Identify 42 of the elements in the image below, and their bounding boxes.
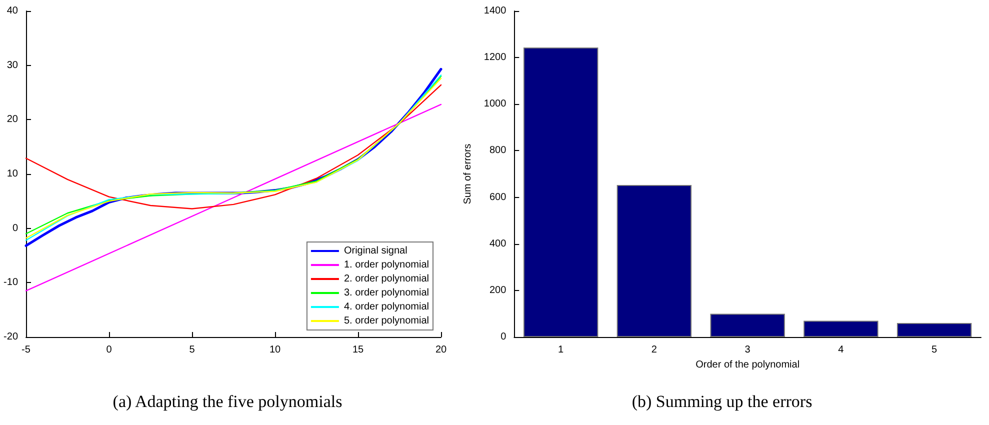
y-tick-label: 10 <box>6 168 18 180</box>
bar <box>896 323 972 337</box>
legend-label: 2. order polynomial <box>344 274 430 284</box>
legend-label: 4. order polynomial <box>344 302 430 312</box>
y-tick-label: 40 <box>6 6 18 16</box>
y-axis-title: Sum of errors <box>462 144 474 204</box>
legend-label: 3. order polynomial <box>344 288 430 298</box>
y-tick-label: 400 <box>489 238 507 250</box>
y-tick-label: 200 <box>489 284 507 296</box>
y-tick-label: 800 <box>489 145 507 156</box>
y-tick-label: 1000 <box>484 98 507 110</box>
bar <box>616 184 692 337</box>
x-tick-label: 20 <box>435 344 447 356</box>
y-tick-label: 1400 <box>484 6 507 16</box>
x-tick-label: 0 <box>106 344 112 356</box>
y-tick-label: 20 <box>6 114 18 126</box>
y-tick-label: 600 <box>489 192 507 203</box>
text: (b) Summing up the errors <box>632 392 812 411</box>
text: (a) Adapting the five polynomials <box>112 392 342 411</box>
x-tick-label: 3 <box>744 344 751 356</box>
y-tick-label: 1200 <box>484 52 507 64</box>
y-tick-label: 0 <box>12 222 18 234</box>
legend-label: 5. order polynomial <box>344 316 430 326</box>
x-tick-label: 1 <box>558 344 564 356</box>
legend-label: 1. order polynomial <box>344 260 430 270</box>
bar <box>804 320 878 337</box>
x-tick-label: 10 <box>269 344 281 356</box>
y-tick-label: 0 <box>500 332 507 342</box>
x-tick-label: 5 <box>932 344 938 356</box>
x-tick-label: 5 <box>189 344 196 356</box>
y-tick-label: -10 <box>4 277 18 288</box>
x-tick-label: 4 <box>838 344 844 356</box>
legend-label: Original signal <box>344 246 408 256</box>
bar <box>710 314 785 337</box>
line-series <box>25 84 442 210</box>
x-tick-label: -5 <box>22 344 31 356</box>
bar <box>523 48 598 337</box>
y-tick-label: -20 <box>4 332 18 342</box>
x-tick-label: 15 <box>352 344 364 356</box>
y-tick-label: 30 <box>6 60 18 71</box>
x-tick-label: 2 <box>651 344 658 356</box>
x-axis-title: Order of the polynomial <box>696 359 800 370</box>
